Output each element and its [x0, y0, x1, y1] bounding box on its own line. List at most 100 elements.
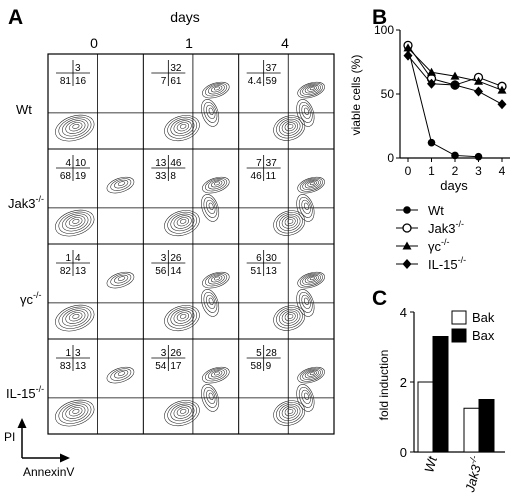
contour-line: [284, 217, 296, 227]
quadrant-value-lower-left: 58: [251, 361, 263, 372]
quadrant-value-lower-right: 13: [75, 361, 87, 372]
pi-arrow-head: [17, 418, 27, 428]
contour-line: [284, 312, 296, 322]
contour-line: [284, 407, 296, 417]
contour-line: [281, 405, 299, 419]
chart-c-bar: [478, 399, 495, 453]
chart-c-category-label: Wt: [421, 454, 440, 475]
contour-line: [210, 180, 223, 188]
chart-c-ytick-label: 0: [400, 445, 407, 460]
contour-line: [55, 399, 95, 427]
quadrant-value-upper-left: 3: [161, 348, 167, 359]
chart-c-category-label: Jak3-/-: [460, 454, 486, 494]
contour-line: [202, 271, 230, 289]
axis-arrows: [17, 418, 70, 463]
contour-line: [203, 291, 218, 313]
contour-line: [276, 212, 303, 234]
contour-line: [304, 202, 309, 211]
quadrant-value-lower-right: 14: [170, 266, 182, 277]
contour-line: [287, 409, 294, 414]
chart-b-point: [427, 78, 436, 89]
contour-line: [170, 403, 195, 422]
contour-line: [202, 81, 230, 99]
contour-line: [58, 116, 92, 139]
contour-line: [284, 122, 296, 132]
chart-b-point: [451, 151, 459, 160]
contour-line: [58, 211, 92, 234]
contour-line: [173, 215, 192, 229]
contour-line: [201, 384, 220, 412]
contour-plot-cell: 327 61: [143, 54, 239, 149]
contour-line: [210, 370, 223, 378]
quadrant-value-lower-left: 4.4: [248, 76, 262, 87]
day-label-4: 4: [281, 35, 289, 51]
quadrant-value-lower-right: 13: [75, 266, 87, 277]
day-label-0: 0: [90, 35, 98, 51]
contour-line: [208, 107, 214, 116]
contour-line: [301, 294, 311, 309]
contour-plot-cell: 37 4.4 59: [238, 54, 334, 149]
contour-line: [201, 99, 220, 127]
contour-line: [167, 306, 198, 329]
contour-line: [309, 371, 315, 375]
annexin-arrow-head: [60, 453, 70, 463]
panel-letter-c: C: [372, 287, 387, 310]
contour-line: [309, 276, 315, 280]
contour-line: [206, 199, 216, 214]
quadrant-value-upper-left: 1: [65, 348, 71, 359]
contour-line: [297, 176, 325, 194]
contour-line: [167, 116, 198, 139]
contour-line: [210, 275, 223, 283]
contour-line: [110, 368, 132, 381]
contour-line: [106, 176, 135, 194]
contour-line: [210, 85, 223, 93]
contour-line: [170, 118, 195, 137]
contour-line: [278, 118, 301, 136]
quadrant-value-lower-left: 68: [60, 171, 72, 182]
contour-line: [68, 122, 83, 132]
quadrant-value-lower-left: 81: [60, 76, 72, 87]
contour-line: [307, 85, 317, 92]
chart-b-series: [404, 44, 483, 161]
contour-line: [304, 369, 319, 379]
chart-b-point: [403, 50, 413, 61]
contour-line: [298, 291, 313, 313]
contour-line: [302, 83, 321, 95]
chart-b-xtick-label: 4: [499, 164, 506, 178]
chart-c-legend-swatch: [451, 328, 467, 343]
contour-line: [206, 104, 216, 119]
chart-b-legend-label: Jak3-/-: [428, 219, 464, 236]
chart-c-legend-label: Bak: [472, 310, 495, 325]
contour-line: [58, 401, 92, 424]
contour-line: [173, 120, 192, 134]
contour-line: [65, 405, 86, 419]
contour-line: [179, 409, 187, 414]
quadrant-value-lower-left: 54: [155, 361, 167, 372]
contour-line: [299, 367, 323, 382]
fold-induction-bar-chart: 0 2 4 Wt Jak3-/- Bak Bax: [400, 305, 505, 494]
contour-line: [276, 307, 303, 329]
contour-line: [302, 178, 321, 190]
contour-line: [208, 392, 214, 401]
contour-line: [179, 219, 187, 224]
contour-line: [304, 107, 309, 116]
contour-line: [213, 86, 220, 91]
row-label-il15: IL-15-/-: [6, 384, 44, 401]
contour-line: [72, 123, 80, 129]
contour-line: [298, 196, 313, 218]
quadrant-value-lower-right: 17: [170, 361, 182, 372]
contour-line: [65, 215, 86, 229]
quadrant-value-lower-left: 7: [161, 76, 167, 87]
quadrant-value-upper-left: 13: [155, 158, 167, 169]
chart-c-bar: [463, 407, 480, 453]
contour-line: [203, 101, 218, 123]
quadrant-value-upper-right: 3: [75, 348, 81, 359]
chart-b-point: [474, 76, 483, 85]
chart-b-legend-marker: [402, 241, 412, 250]
contour-line: [273, 210, 306, 236]
contour-line: [297, 366, 325, 384]
quadrant-value-upper-right: 37: [266, 158, 278, 169]
chart-b-xtick-label: 2: [452, 164, 459, 178]
